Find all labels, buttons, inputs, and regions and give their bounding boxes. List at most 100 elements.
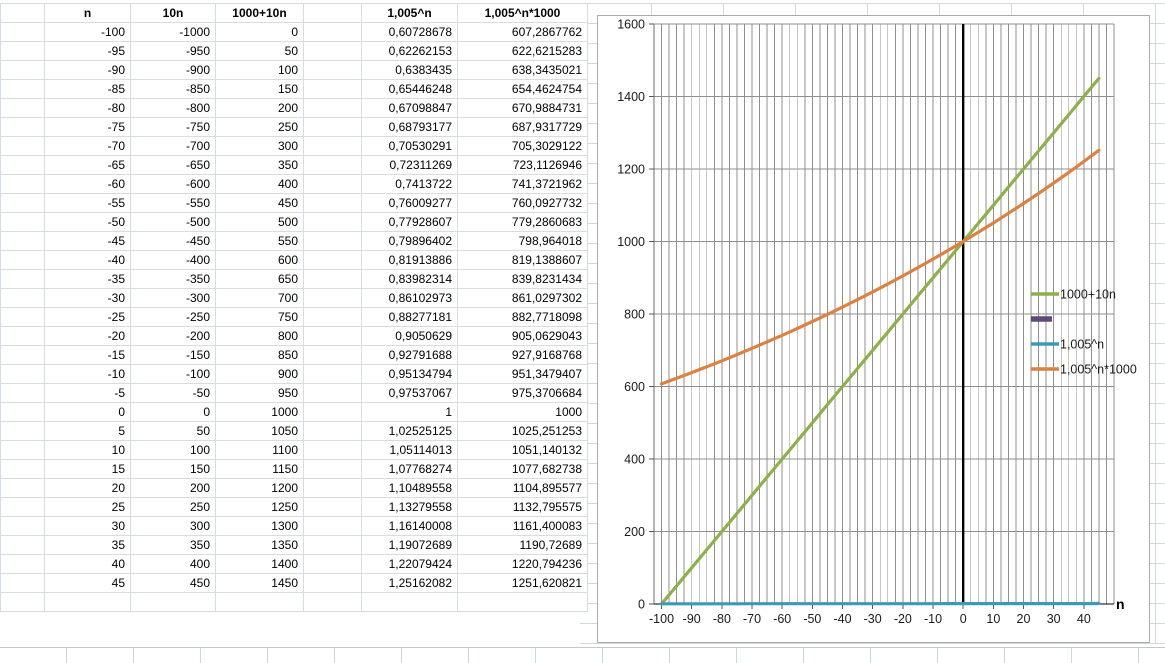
cell-1005pown[interactable]: 0,65446248: [362, 80, 458, 99]
cell-1005pown-times1000[interactable]: 687,9317729: [458, 118, 588, 137]
header-cell[interactable]: 1,005^n*1000: [458, 4, 588, 23]
cell-10n[interactable]: -400: [131, 251, 216, 270]
cell[interactable]: [304, 384, 362, 403]
cell-1005pown[interactable]: 0,60728678: [362, 23, 458, 42]
cell[interactable]: [304, 365, 362, 384]
header-cell[interactable]: [304, 4, 362, 23]
cell-1005pown-times1000[interactable]: 670,9884731: [458, 99, 588, 118]
cell-1005pown[interactable]: 0,81913886: [362, 251, 458, 270]
cell[interactable]: [304, 80, 362, 99]
cell-1000plus10n[interactable]: 1100: [216, 441, 304, 460]
cell-1005pown[interactable]: 0,9050629: [362, 327, 458, 346]
cell[interactable]: [1, 479, 45, 498]
cell-10n[interactable]: -850: [131, 80, 216, 99]
cell[interactable]: [1, 42, 45, 61]
cell-1005pown[interactable]: 0,97537067: [362, 384, 458, 403]
cell[interactable]: [1, 346, 45, 365]
cell[interactable]: [304, 42, 362, 61]
cell-10n[interactable]: -550: [131, 194, 216, 213]
cell[interactable]: [304, 479, 362, 498]
cell-10n[interactable]: -450: [131, 232, 216, 251]
cell-n[interactable]: -50: [45, 213, 131, 232]
cell[interactable]: [304, 460, 362, 479]
cell-1005pown[interactable]: 0,67098847: [362, 99, 458, 118]
cell-1000plus10n[interactable]: 550: [216, 232, 304, 251]
header-cell[interactable]: [1, 4, 45, 23]
cell[interactable]: [304, 213, 362, 232]
cell-1000plus10n[interactable]: 100: [216, 61, 304, 80]
cell[interactable]: [1, 403, 45, 422]
cell[interactable]: [1, 80, 45, 99]
cell-1000plus10n[interactable]: 1450: [216, 574, 304, 593]
cell-n[interactable]: 40: [45, 555, 131, 574]
cell-10n[interactable]: -250: [131, 308, 216, 327]
cell[interactable]: [1, 574, 45, 593]
cell-1005pown[interactable]: 0,70530291: [362, 137, 458, 156]
cell-10n[interactable]: -150: [131, 346, 216, 365]
cell[interactable]: [1, 365, 45, 384]
cell-1005pown-times1000[interactable]: 975,3706684: [458, 384, 588, 403]
cell[interactable]: [304, 308, 362, 327]
cell-1005pown-times1000[interactable]: 1161,400083: [458, 517, 588, 536]
cell-1005pown-times1000[interactable]: 1000: [458, 403, 588, 422]
cell[interactable]: [1, 194, 45, 213]
cell[interactable]: [458, 593, 588, 612]
cell[interactable]: [1, 593, 45, 612]
cell-10n[interactable]: 100: [131, 441, 216, 460]
cell-1005pown[interactable]: 0,77928607: [362, 213, 458, 232]
cell-1000plus10n[interactable]: 1350: [216, 536, 304, 555]
cell[interactable]: [1, 555, 45, 574]
cell-1000plus10n[interactable]: 900: [216, 365, 304, 384]
cell-1000plus10n[interactable]: 1300: [216, 517, 304, 536]
cell[interactable]: [304, 403, 362, 422]
cell-1005pown-times1000[interactable]: 607,2867762: [458, 23, 588, 42]
cell-1000plus10n[interactable]: 250: [216, 118, 304, 137]
cell-10n[interactable]: -500: [131, 213, 216, 232]
cell-n[interactable]: -100: [45, 23, 131, 42]
cell-10n[interactable]: 250: [131, 498, 216, 517]
cell[interactable]: [1, 441, 45, 460]
cell-1005pown-times1000[interactable]: 741,3721962: [458, 175, 588, 194]
cell[interactable]: [1, 99, 45, 118]
cell-10n[interactable]: -650: [131, 156, 216, 175]
cell[interactable]: [1, 327, 45, 346]
cell-1000plus10n[interactable]: 850: [216, 346, 304, 365]
cell-1005pown[interactable]: 1,16140008: [362, 517, 458, 536]
cell-1000plus10n[interactable]: 50: [216, 42, 304, 61]
cell-1005pown[interactable]: 1: [362, 403, 458, 422]
cell[interactable]: [1, 422, 45, 441]
cell-1005pown[interactable]: 1,10489558: [362, 479, 458, 498]
cell-10n[interactable]: 400: [131, 555, 216, 574]
cell-10n[interactable]: 50: [131, 422, 216, 441]
cell-n[interactable]: 0: [45, 403, 131, 422]
cell[interactable]: [1, 175, 45, 194]
cell-10n[interactable]: 350: [131, 536, 216, 555]
cell-n[interactable]: -35: [45, 270, 131, 289]
cell-10n[interactable]: -600: [131, 175, 216, 194]
cell-1005pown[interactable]: 0,83982314: [362, 270, 458, 289]
cell-1005pown[interactable]: 0,88277181: [362, 308, 458, 327]
cell-1005pown-times1000[interactable]: 861,0297302: [458, 289, 588, 308]
cell-10n[interactable]: -900: [131, 61, 216, 80]
cell-1000plus10n[interactable]: 750: [216, 308, 304, 327]
cell-1000plus10n[interactable]: 500: [216, 213, 304, 232]
cell-10n[interactable]: 150: [131, 460, 216, 479]
cell-n[interactable]: -45: [45, 232, 131, 251]
cell-1005pown-times1000[interactable]: 1220,794236: [458, 555, 588, 574]
cell-1005pown-times1000[interactable]: 1051,140132: [458, 441, 588, 460]
cell-1005pown-times1000[interactable]: 1190,72689: [458, 536, 588, 555]
cell[interactable]: [304, 441, 362, 460]
cell[interactable]: [304, 422, 362, 441]
cell-10n[interactable]: 450: [131, 574, 216, 593]
cell-n[interactable]: 45: [45, 574, 131, 593]
cell-1000plus10n[interactable]: 1250: [216, 498, 304, 517]
cell[interactable]: [1, 498, 45, 517]
cell[interactable]: [131, 593, 216, 612]
cell-1000plus10n[interactable]: 950: [216, 384, 304, 403]
cell-1000plus10n[interactable]: 300: [216, 137, 304, 156]
cell-n[interactable]: -70: [45, 137, 131, 156]
cell-1005pown[interactable]: 1,22079424: [362, 555, 458, 574]
cell-n[interactable]: 35: [45, 536, 131, 555]
cell-1005pown-times1000[interactable]: 882,7718098: [458, 308, 588, 327]
